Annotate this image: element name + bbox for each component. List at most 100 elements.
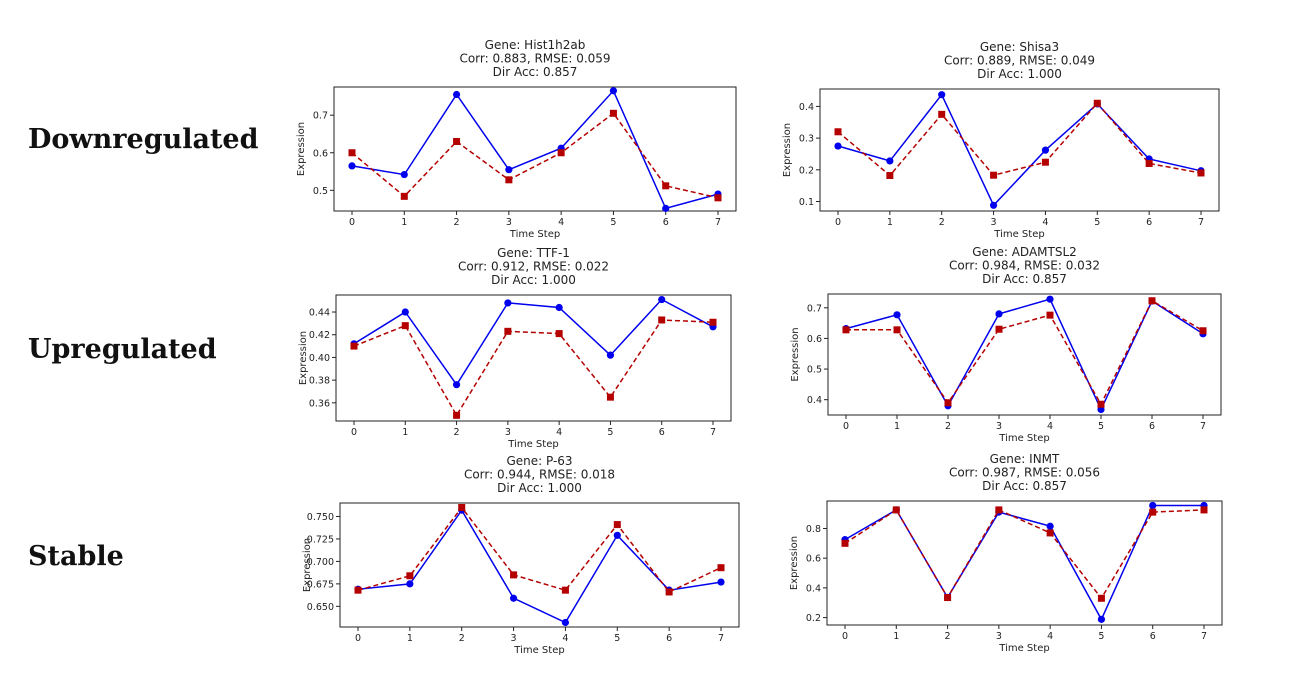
predicted-point-marker xyxy=(1199,327,1207,335)
predicted-point-marker xyxy=(555,330,563,338)
x-tick-label: 6 xyxy=(1150,631,1156,642)
x-tick-label: 1 xyxy=(887,217,893,228)
x-tick-label: 6 xyxy=(1149,421,1155,432)
x-tick-label: 5 xyxy=(1094,217,1100,228)
predicted-point-marker xyxy=(709,318,717,326)
x-axis-label: Time Step xyxy=(998,643,1049,654)
predicted-point-marker xyxy=(1046,311,1054,319)
predicted-point-marker xyxy=(504,327,512,335)
x-tick-label: 2 xyxy=(945,631,951,642)
chart-title-line: Gene: TTF-1 xyxy=(497,246,570,260)
predicted-point-marker xyxy=(606,393,614,401)
x-tick-label: 1 xyxy=(402,427,408,438)
x-tick-label: 7 xyxy=(710,427,716,438)
predicted-point-marker xyxy=(609,109,617,117)
x-tick-label: 1 xyxy=(407,633,413,644)
y-tick-label: 0.36 xyxy=(309,398,330,409)
chart-title-line: Gene: ADAMTSL2 xyxy=(972,245,1077,259)
actual-point-marker xyxy=(1097,615,1106,623)
predicted-point-marker xyxy=(995,325,1003,333)
predicted-point-marker xyxy=(658,316,666,324)
y-axis-label: Expression xyxy=(790,327,801,381)
y-tick-label: 0.4 xyxy=(807,395,822,406)
actual-point-marker xyxy=(452,90,461,99)
plot-frame xyxy=(333,86,737,212)
x-tick-label: 7 xyxy=(1200,421,1206,432)
predicted-point-marker xyxy=(510,571,518,579)
chart-title-line: Dir Acc: 0.857 xyxy=(982,272,1067,286)
actual-point-marker xyxy=(509,594,518,602)
x-axis-label: Time Step xyxy=(513,645,564,656)
y-tick-label: 0.4 xyxy=(806,583,821,594)
actual-series-line xyxy=(351,89,719,210)
x-tick-label: 7 xyxy=(1201,631,1207,642)
actual-point-marker xyxy=(893,311,901,319)
x-tick-label: 0 xyxy=(349,217,355,228)
actual-point-marker xyxy=(1149,501,1157,510)
predicted-series-line xyxy=(353,319,714,417)
actual-point-marker xyxy=(613,531,621,539)
x-axis-label: Time Step xyxy=(993,229,1044,240)
actual-point-marker xyxy=(504,299,512,307)
predicted-point-marker xyxy=(990,171,998,179)
x-tick-label: 1 xyxy=(893,631,899,642)
predicted-point-marker xyxy=(893,326,901,334)
y-tick-label: 0.675 xyxy=(307,579,334,590)
predicted-point-marker xyxy=(1149,508,1157,516)
predicted-point-marker xyxy=(886,172,894,180)
x-tick-label: 4 xyxy=(1047,631,1053,642)
actual-point-marker xyxy=(662,204,670,212)
chart-title-line: Dir Acc: 1.000 xyxy=(497,481,582,495)
y-axis-label: Expression xyxy=(296,122,307,176)
predicted-point-marker xyxy=(1145,159,1153,167)
predicted-point-marker xyxy=(842,326,850,334)
y-tick-label: 0.8 xyxy=(806,524,821,535)
y-tick-label: 0.6 xyxy=(806,554,821,565)
y-axis-label: Expression xyxy=(789,536,800,590)
x-tick-label: 4 xyxy=(558,217,564,228)
actual-series-line xyxy=(837,93,1202,207)
y-tick-label: 0.650 xyxy=(307,602,334,613)
x-tick-label: 0 xyxy=(355,633,361,644)
predicted-point-marker xyxy=(613,521,621,529)
x-tick-label: 4 xyxy=(1042,217,1048,228)
predicted-point-marker xyxy=(717,564,725,572)
x-tick-label: 5 xyxy=(1098,421,1104,432)
predicted-series-line xyxy=(351,112,719,199)
chart-title-line: Dir Acc: 1.000 xyxy=(977,67,1062,81)
predicted-point-marker xyxy=(1093,99,1101,107)
x-tick-label: 2 xyxy=(454,427,460,438)
y-axis-label: Expression xyxy=(298,331,309,385)
predicted-point-marker xyxy=(995,506,1003,514)
plot-frame xyxy=(819,88,1220,212)
x-axis-label: Time Step xyxy=(507,439,558,450)
predicted-point-marker xyxy=(406,572,414,580)
actual-point-marker xyxy=(606,351,615,359)
predicted-point-marker xyxy=(714,194,722,202)
actual-point-marker xyxy=(717,578,725,586)
row-label-downregulated: Downregulated xyxy=(28,124,259,155)
y-tick-label: 0.44 xyxy=(309,308,330,319)
y-axis-label: Expression xyxy=(302,538,313,592)
x-tick-label: 5 xyxy=(610,217,616,228)
x-tick-label: 2 xyxy=(454,217,460,228)
predicted-point-marker xyxy=(505,176,513,184)
predicted-series-line xyxy=(837,102,1202,177)
x-tick-label: 4 xyxy=(1047,421,1053,432)
chart-title-line: Corr: 0.883, RMSE: 0.059 xyxy=(459,52,610,66)
predicted-series-line xyxy=(844,508,1205,600)
predicted-point-marker xyxy=(1197,169,1205,177)
x-tick-label: 7 xyxy=(715,217,721,228)
x-tick-label: 1 xyxy=(401,217,407,228)
x-tick-label: 4 xyxy=(562,633,568,644)
actual-point-marker xyxy=(609,87,618,95)
y-tick-label: 0.3 xyxy=(799,134,814,145)
y-tick-label: 0.2 xyxy=(799,165,814,176)
row-label-upregulated: Upregulated xyxy=(28,334,217,365)
y-tick-label: 0.40 xyxy=(309,353,330,364)
x-tick-label: 4 xyxy=(556,427,562,438)
